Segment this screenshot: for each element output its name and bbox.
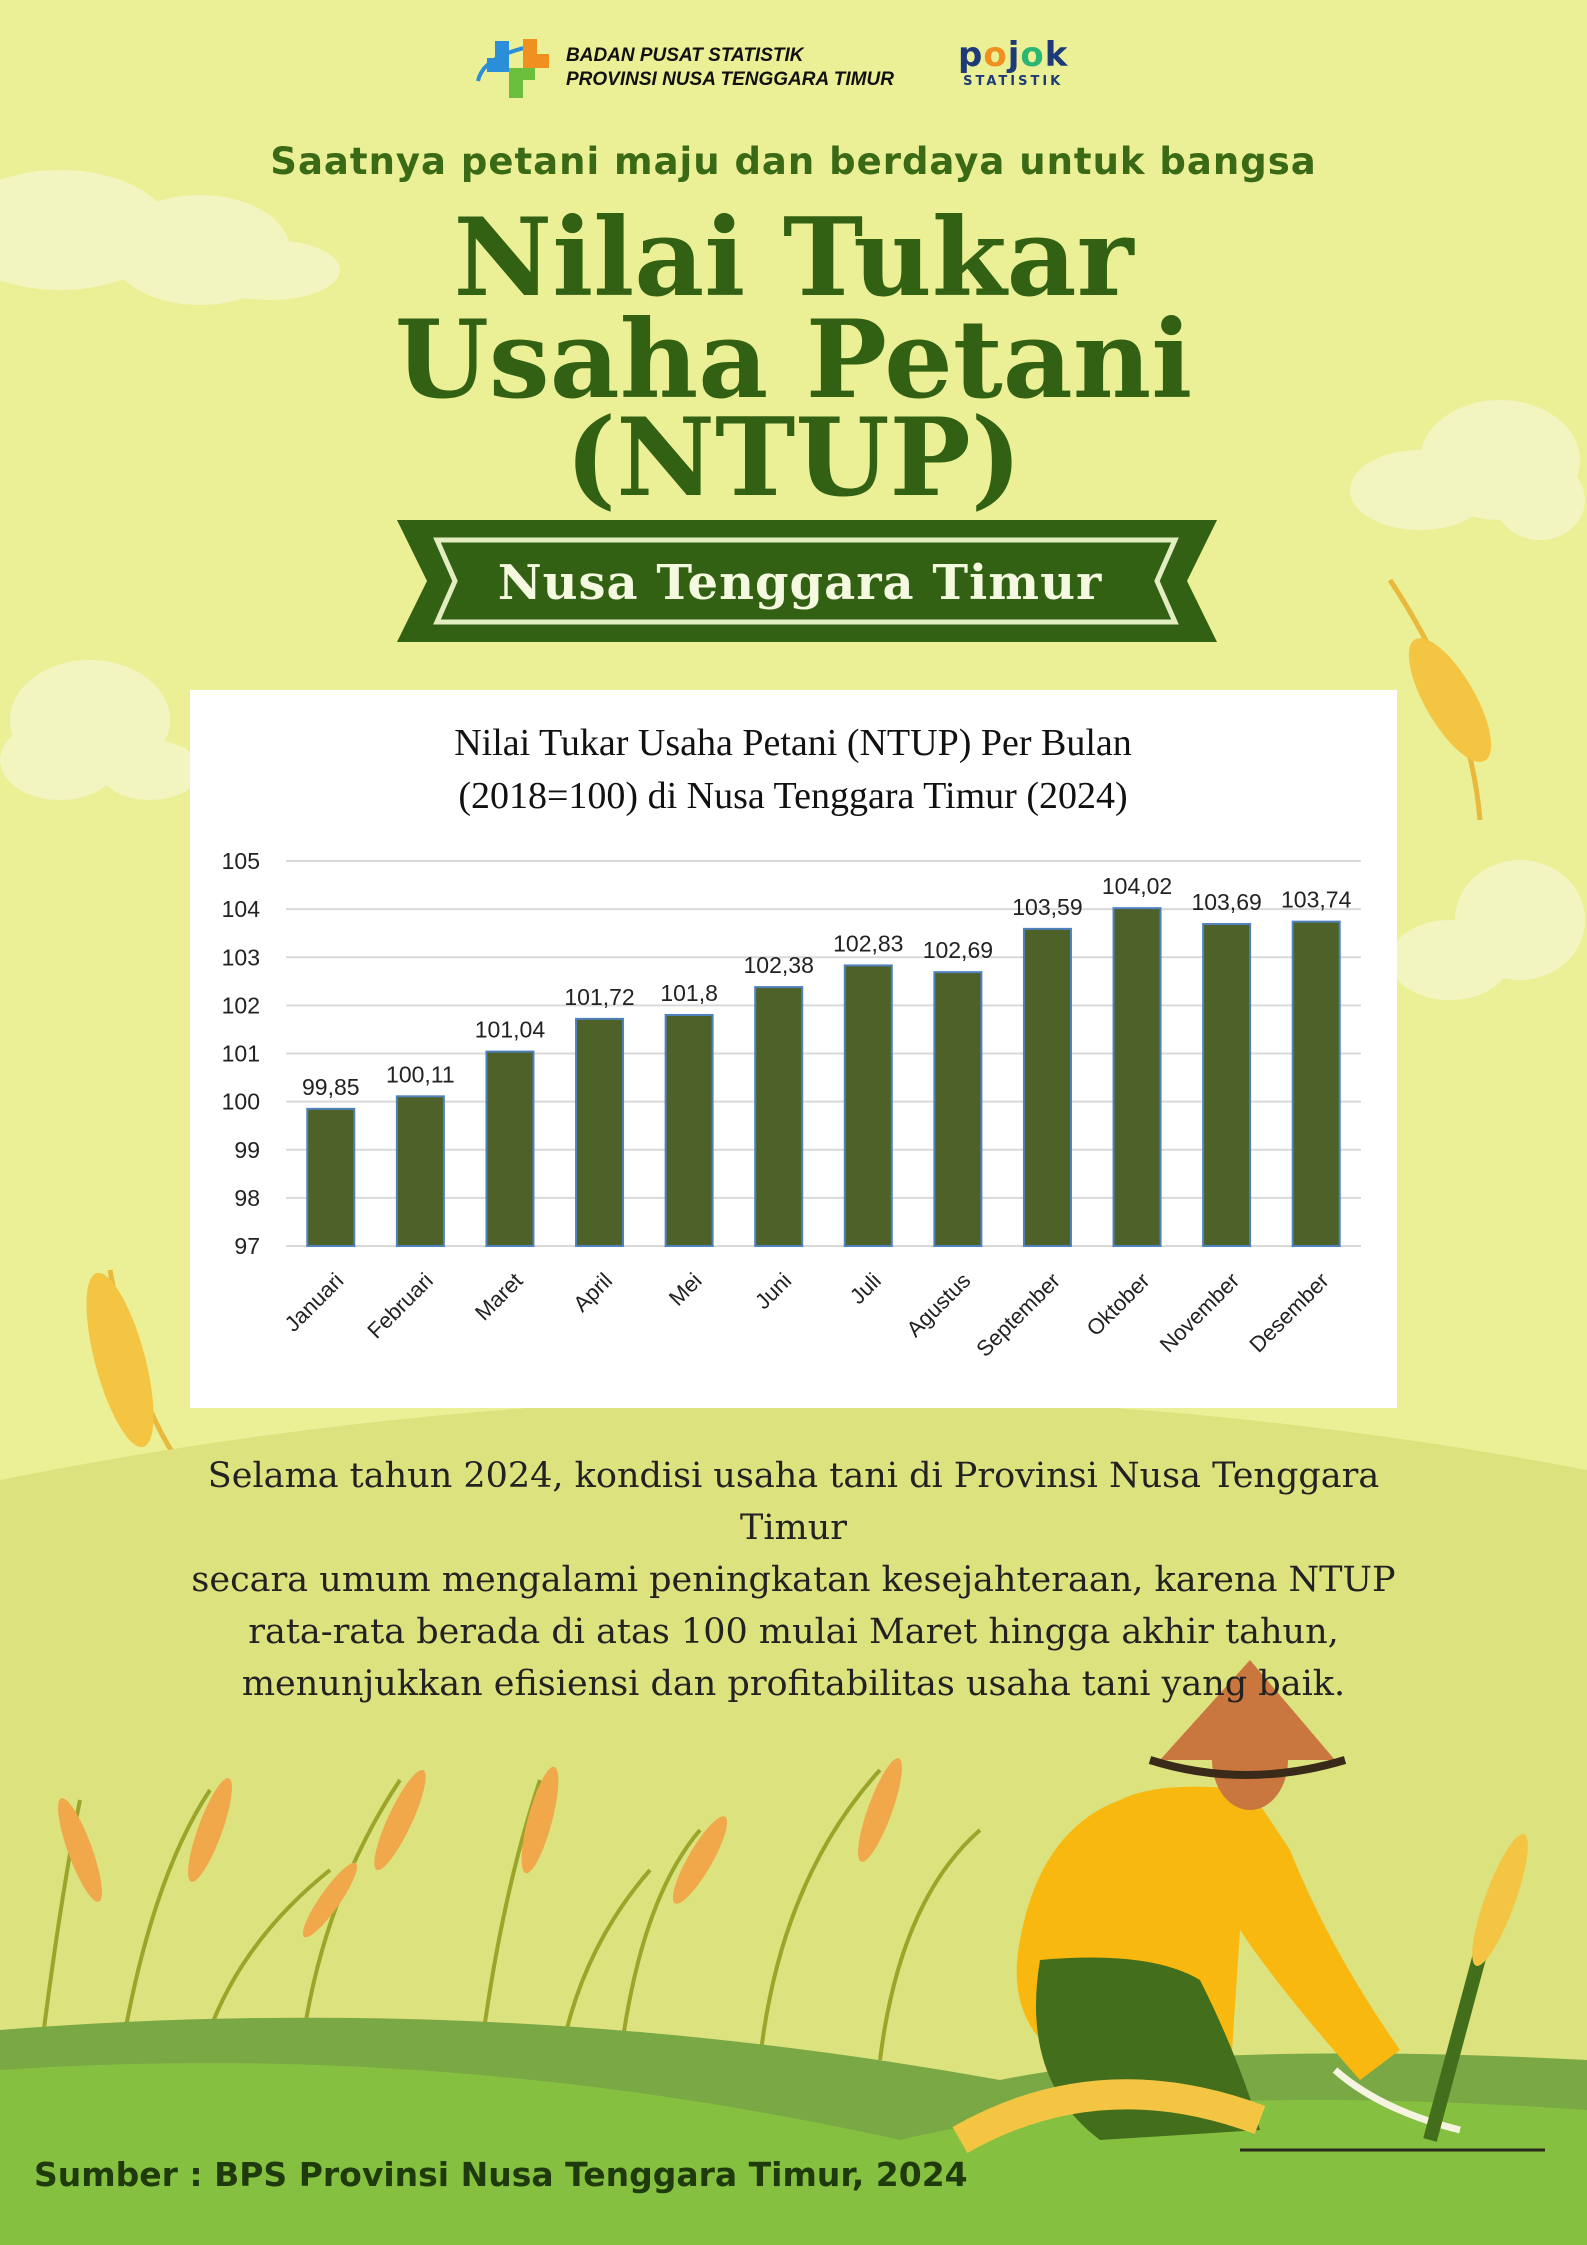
region-banner-text: Nusa Tenggara Timur bbox=[497, 555, 1103, 611]
summary-line: Selama tahun 2024, kondisi usaha tani di… bbox=[207, 1456, 1380, 1548]
x-tick-label: Desember bbox=[1244, 1268, 1333, 1357]
pojok-statistik-logo: pojok STATISTIK bbox=[958, 36, 1068, 89]
org-name-line2: PROVINSI NUSA TENGGARA TIMUR bbox=[566, 69, 894, 90]
data-label: 103,74 bbox=[1281, 887, 1352, 913]
farmer-illustration bbox=[952, 1660, 1545, 2154]
x-tick-label: Juni bbox=[750, 1268, 796, 1314]
data-label: 100,11 bbox=[386, 1061, 455, 1087]
bar bbox=[664, 1014, 714, 1247]
data-label: 103,59 bbox=[1012, 894, 1082, 920]
bar bbox=[1202, 923, 1252, 1247]
bar bbox=[933, 971, 983, 1247]
bar bbox=[485, 1050, 535, 1248]
org-name-line1: BADAN PUSAT STATISTIK bbox=[566, 45, 804, 66]
region-banner bbox=[397, 520, 1217, 642]
bar bbox=[306, 1107, 356, 1247]
source-note: Sumber : BPS Provinsi Nusa Tenggara Timu… bbox=[34, 2155, 968, 2194]
y-tick-label: 102 bbox=[222, 992, 260, 1018]
y-tick-label: 103 bbox=[222, 944, 260, 970]
cloud-icon bbox=[1350, 400, 1585, 540]
bar bbox=[1022, 927, 1072, 1247]
bar bbox=[1291, 920, 1341, 1247]
cloud-icon bbox=[0, 660, 200, 800]
bps-logo bbox=[476, 39, 549, 98]
y-tick-label: 97 bbox=[234, 1233, 260, 1259]
x-tick-label: Mei bbox=[664, 1268, 707, 1311]
y-tick-label: 98 bbox=[234, 1185, 260, 1211]
y-tick-label: 99 bbox=[234, 1137, 260, 1163]
data-label: 101,8 bbox=[660, 980, 718, 1006]
y-tick-label: 104 bbox=[222, 896, 261, 922]
x-tick-label: Maret bbox=[470, 1268, 527, 1325]
chart-panel: Nilai Tukar Usaha Petani (NTUP) Per Bula… bbox=[190, 690, 1397, 1408]
ntup-bar-chart: Nilai Tukar Usaha Petani (NTUP) Per Bula… bbox=[222, 722, 1361, 1362]
bar bbox=[754, 986, 804, 1247]
chart-title-line1: Nilai Tukar Usaha Petani (NTUP) Per Bula… bbox=[454, 722, 1132, 764]
summary-paragraph: Selama tahun 2024, kondisi usaha tani di… bbox=[150, 1450, 1437, 1710]
data-label: 102,38 bbox=[744, 952, 814, 978]
page-title-line1: Nilai Tukar bbox=[453, 195, 1134, 321]
bar bbox=[1112, 907, 1162, 1247]
x-tick-label: Juli bbox=[845, 1268, 886, 1309]
data-label: 102,69 bbox=[923, 937, 993, 963]
cloud-icon bbox=[1390, 860, 1585, 1000]
bar bbox=[843, 964, 893, 1247]
y-tick-label: 105 bbox=[222, 848, 260, 874]
data-label: 101,72 bbox=[564, 984, 634, 1010]
chart-title-line2: (2018=100) di Nusa Tenggara Timur (2024) bbox=[458, 775, 1127, 817]
y-tick-label: 101 bbox=[222, 1041, 260, 1067]
pojok-word: pojok bbox=[958, 35, 1069, 75]
page-title-line3: (NTUP) bbox=[565, 395, 1022, 521]
x-tick-label: Oktober bbox=[1082, 1268, 1155, 1341]
wheat-icon bbox=[1387, 578, 1492, 821]
data-label: 103,69 bbox=[1191, 889, 1261, 915]
x-tick-label: Januari bbox=[280, 1268, 349, 1337]
bar bbox=[575, 1017, 625, 1247]
summary-line: rata-rata berada di atas 100 mulai Maret… bbox=[248, 1612, 1339, 1652]
bar bbox=[395, 1095, 445, 1247]
page-title-line2: Usaha Petani bbox=[394, 297, 1193, 423]
summary-line: secara umum mengalami peningkatan keseja… bbox=[191, 1560, 1396, 1600]
x-tick-label: April bbox=[568, 1268, 617, 1317]
summary-line: menunjukkan efisiensi dan profitabilitas… bbox=[241, 1664, 1346, 1704]
data-label: 99,85 bbox=[302, 1074, 360, 1100]
org-name: BADAN PUSAT STATISTIK PROVINSI NUSA TENG… bbox=[566, 44, 894, 92]
x-tick-label: November bbox=[1155, 1268, 1244, 1357]
tagline: Saatnya petani maju dan berdaya untuk ba… bbox=[270, 140, 1317, 183]
cloud-icon bbox=[0, 170, 340, 305]
x-tick-label: Agustus bbox=[902, 1268, 976, 1342]
pojok-sub: STATISTIK bbox=[963, 74, 1064, 89]
y-tick-label: 100 bbox=[222, 1089, 260, 1115]
data-label: 102,83 bbox=[833, 930, 903, 956]
data-label: 104,02 bbox=[1102, 873, 1172, 899]
data-label: 101,04 bbox=[475, 1017, 546, 1043]
x-tick-label: September bbox=[971, 1268, 1065, 1362]
x-tick-label: Februari bbox=[362, 1268, 438, 1344]
